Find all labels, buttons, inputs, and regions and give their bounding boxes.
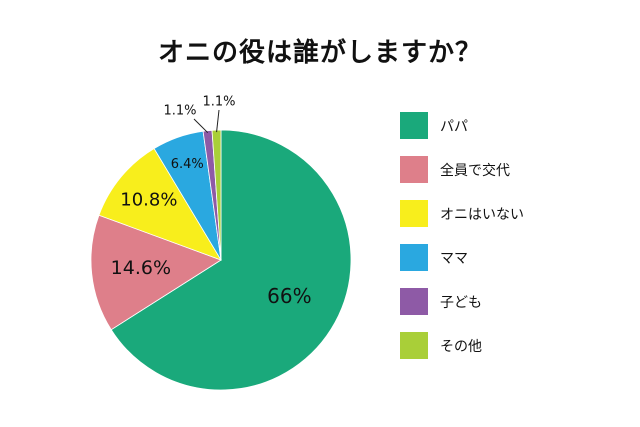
legend-label: パパ [440,118,468,135]
legend-item-rotation: 全員で交代 [400,156,630,183]
legend-swatch [400,332,428,359]
legend-label: 全員で交代 [440,162,510,179]
legend-swatch [400,156,428,183]
legend-label: ママ [440,250,468,267]
data-label-children: 1.1% [163,104,196,119]
chart-title: オニの役は誰がしますか？ [157,38,482,68]
legend-item-other: その他 [400,332,630,359]
data-label-other: 1.1% [202,95,235,110]
pie-slice-rotation [90,214,222,331]
legend-swatch [400,200,428,227]
legend-swatch [400,244,428,271]
data-label-rotation: 14.6% [111,257,171,279]
legend-swatch [400,288,428,315]
legend-label: その他 [440,338,482,355]
legend-item-no-oni: オニはいない [400,200,630,227]
leader-line-other [216,109,220,133]
legend-item-mama: ママ [400,244,630,271]
pie-slice-no-oni [98,147,222,261]
leader-line-children [193,118,209,134]
data-label-mama: 6.4% [171,157,204,172]
data-label-papa: 66% [267,284,311,308]
pie-slice-papa [110,129,352,391]
data-label-no-oni: 10.8% [120,189,177,210]
legend-label: 子ども [440,294,482,311]
legend-label: オニはいない [440,206,524,223]
legend-item-papa: パパ [400,112,630,139]
legend-swatch [400,112,428,139]
legend: パパ 全員で交代 オニはいない ママ 子ども その他 [400,112,630,376]
legend-item-children: 子ども [400,288,630,315]
